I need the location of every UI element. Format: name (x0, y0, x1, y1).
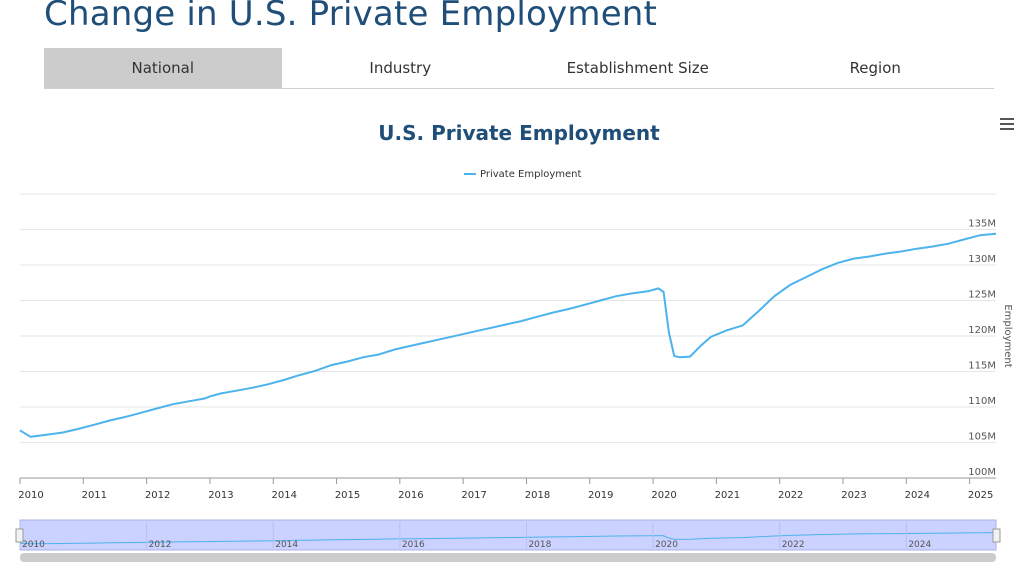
tab-establishment-size[interactable]: Establishment Size (566, 59, 709, 77)
x-tick-label: 2025 (968, 490, 993, 501)
x-tick-label: 2021 (715, 490, 740, 501)
navigator-tick-label: 2018 (528, 540, 551, 550)
series-line-private-employment[interactable] (19, 232, 997, 438)
x-tick-label: 2020 (651, 490, 676, 501)
legend[interactable]: Private Employment (464, 169, 581, 180)
chart-title: U.S. Private Employment (378, 121, 660, 145)
x-tick-label: 2012 (145, 490, 170, 501)
navigator-tick-label: 2012 (149, 540, 172, 550)
navigator-left-handle[interactable] (15, 528, 24, 543)
x-tick-label: 2024 (905, 490, 930, 501)
tab-national[interactable]: National (44, 48, 282, 88)
tab-region[interactable]: Region (849, 59, 901, 77)
navigator-ticks: 2010 2012 2014 2016 2018 2020 2022 2024 (19, 522, 931, 550)
y-tick-label: 105M (968, 432, 996, 443)
navigator-tick-label: 2022 (782, 540, 805, 550)
y-tick-label: 135M (968, 219, 996, 230)
x-tick-label: 2016 (398, 490, 423, 501)
page-title: Change in U.S. Private Employment (44, 0, 658, 34)
x-tick-label: 2023 (841, 490, 866, 501)
x-tick-label: 2018 (525, 490, 550, 501)
x-tick-label: 2019 (588, 490, 613, 501)
x-tick-label: 2011 (82, 490, 107, 501)
y-tick-label: 125M (968, 290, 996, 301)
view-tabs: National Industry Establishment Size Reg… (44, 48, 994, 89)
tab-industry[interactable]: Industry (369, 59, 432, 77)
x-tick-label: 2015 (335, 490, 360, 501)
navigator-window[interactable] (19, 519, 997, 551)
x-tick-label: 2013 (208, 490, 233, 501)
navigator-tick-label: 2016 (402, 540, 425, 550)
legend-item-private-employment: Private Employment (480, 169, 581, 180)
navigator[interactable]: 2010 2012 2014 2016 2018 2020 2022 2024 (15, 519, 1001, 562)
y-axis-label: Employment (1002, 304, 1013, 367)
x-axis: 2010 2011 2012 2013 2014 2015 2016 2017 2018 2019… (18, 477, 996, 501)
navigator-tick-label: 2024 (908, 540, 931, 550)
navigator-tick-label: 2010 (22, 540, 45, 550)
y-tick-label: 110M (968, 396, 996, 407)
grid-lines (20, 193, 996, 479)
y-tick-label: 130M (968, 254, 996, 265)
navigator-scrollbar[interactable] (20, 553, 996, 562)
x-tick-label: 2022 (778, 490, 803, 501)
navigator-series-line (19, 532, 997, 545)
y-tick-label: 120M (968, 325, 996, 336)
y-tick-label: 115M (968, 361, 996, 372)
x-tick-label: 2017 (461, 490, 486, 501)
y-axis-ticks: 100M 105M 110M 115M 120M 125M 130M 135M (968, 219, 996, 479)
navigator-right-handle[interactable] (992, 528, 1001, 543)
y-tick-label: 100M (968, 467, 996, 478)
navigator-tick-label: 2020 (655, 540, 678, 550)
hamburger-menu-icon[interactable] (1000, 118, 1014, 130)
navigator-tick-label: 2014 (275, 540, 298, 550)
x-tick-label: 2014 (272, 490, 297, 501)
x-tick-label: 2010 (18, 490, 43, 501)
